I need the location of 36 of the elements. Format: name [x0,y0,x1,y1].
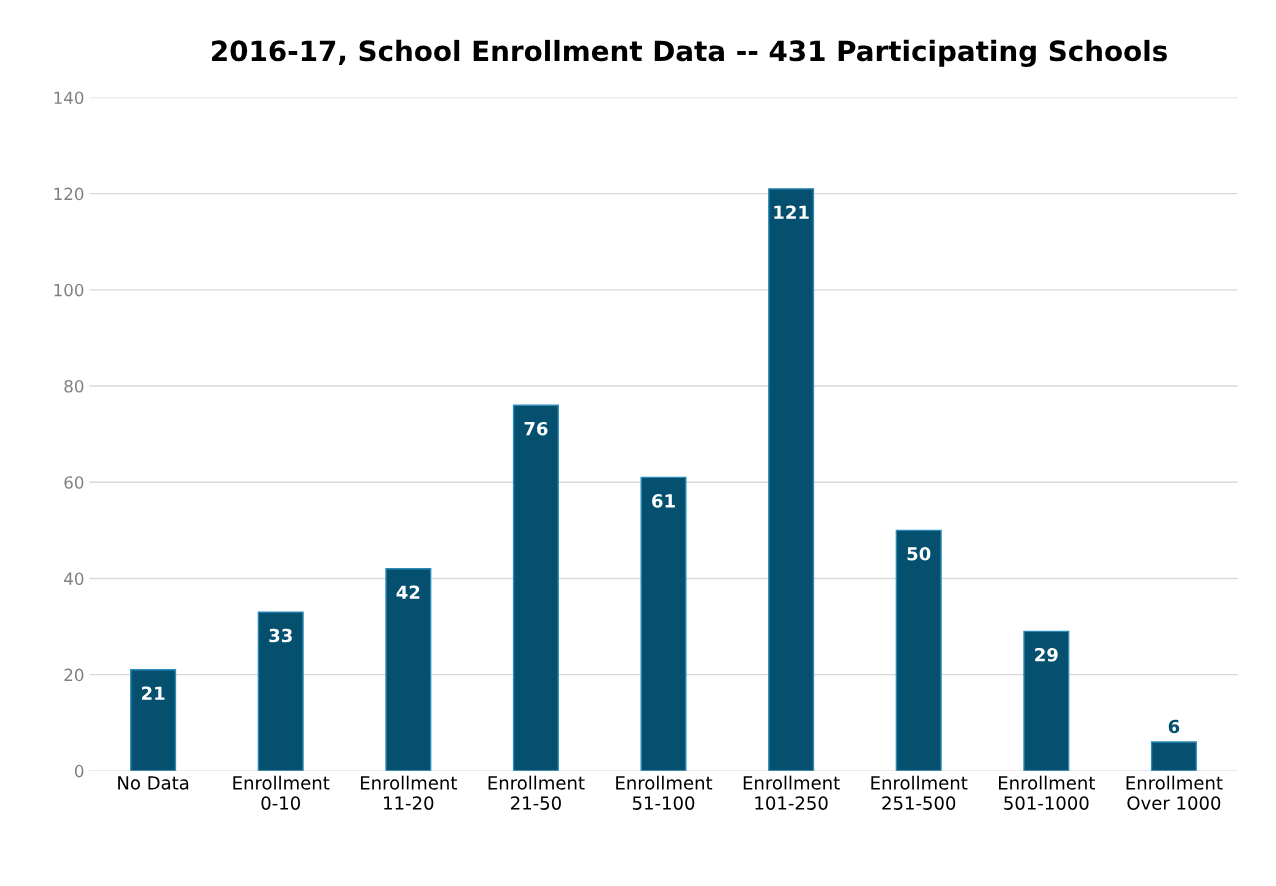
y-tick-label: 80 [64,380,84,393]
data-label: 42 [396,585,420,599]
x-tick-label: Enrollment 51-100 [616,775,713,810]
data-label: 29 [1035,647,1058,662]
chart-title: 2016-17, School Enrollment Data -- 431 Participating Schools [212,39,1167,67]
data-label: 76 [524,421,548,436]
bar [768,188,815,771]
bar [385,568,432,771]
y-tick-label: 100 [54,283,84,297]
x-tick-label: Enrollment 251-500 [871,775,968,810]
x-tick-label: No Data [118,776,189,790]
y-tick-label: 40 [64,572,84,585]
x-tick-label: Enrollment 21-50 [488,775,585,810]
x-tick-label: Enrollment Over 1000 [1126,775,1223,810]
bar [257,611,304,771]
data-label: 121 [774,205,809,219]
bar [130,669,177,771]
data-label: 50 [907,546,931,561]
x-tick-label: Enrollment 501-1000 [999,775,1095,810]
data-label: 6 [1168,719,1180,734]
data-label: 21 [141,686,165,700]
y-tick-label: 120 [54,187,84,201]
x-tick-label: Enrollment 11-20 [361,775,457,810]
bar [1023,630,1070,771]
y-tick-label: 20 [64,668,84,682]
bar [895,529,942,771]
data-label: 33 [269,628,292,643]
y-tick-label: 140 [54,91,84,105]
x-tick-label: Enrollment 101-250 [743,775,840,810]
y-tick-label: 0 [74,764,84,778]
x-tick-label: Enrollment 0-10 [233,775,330,810]
data-label: 61 [652,494,675,508]
bar [512,404,559,771]
bar [1150,741,1197,771]
y-tick-label: 60 [64,476,84,489]
bar [640,476,687,771]
